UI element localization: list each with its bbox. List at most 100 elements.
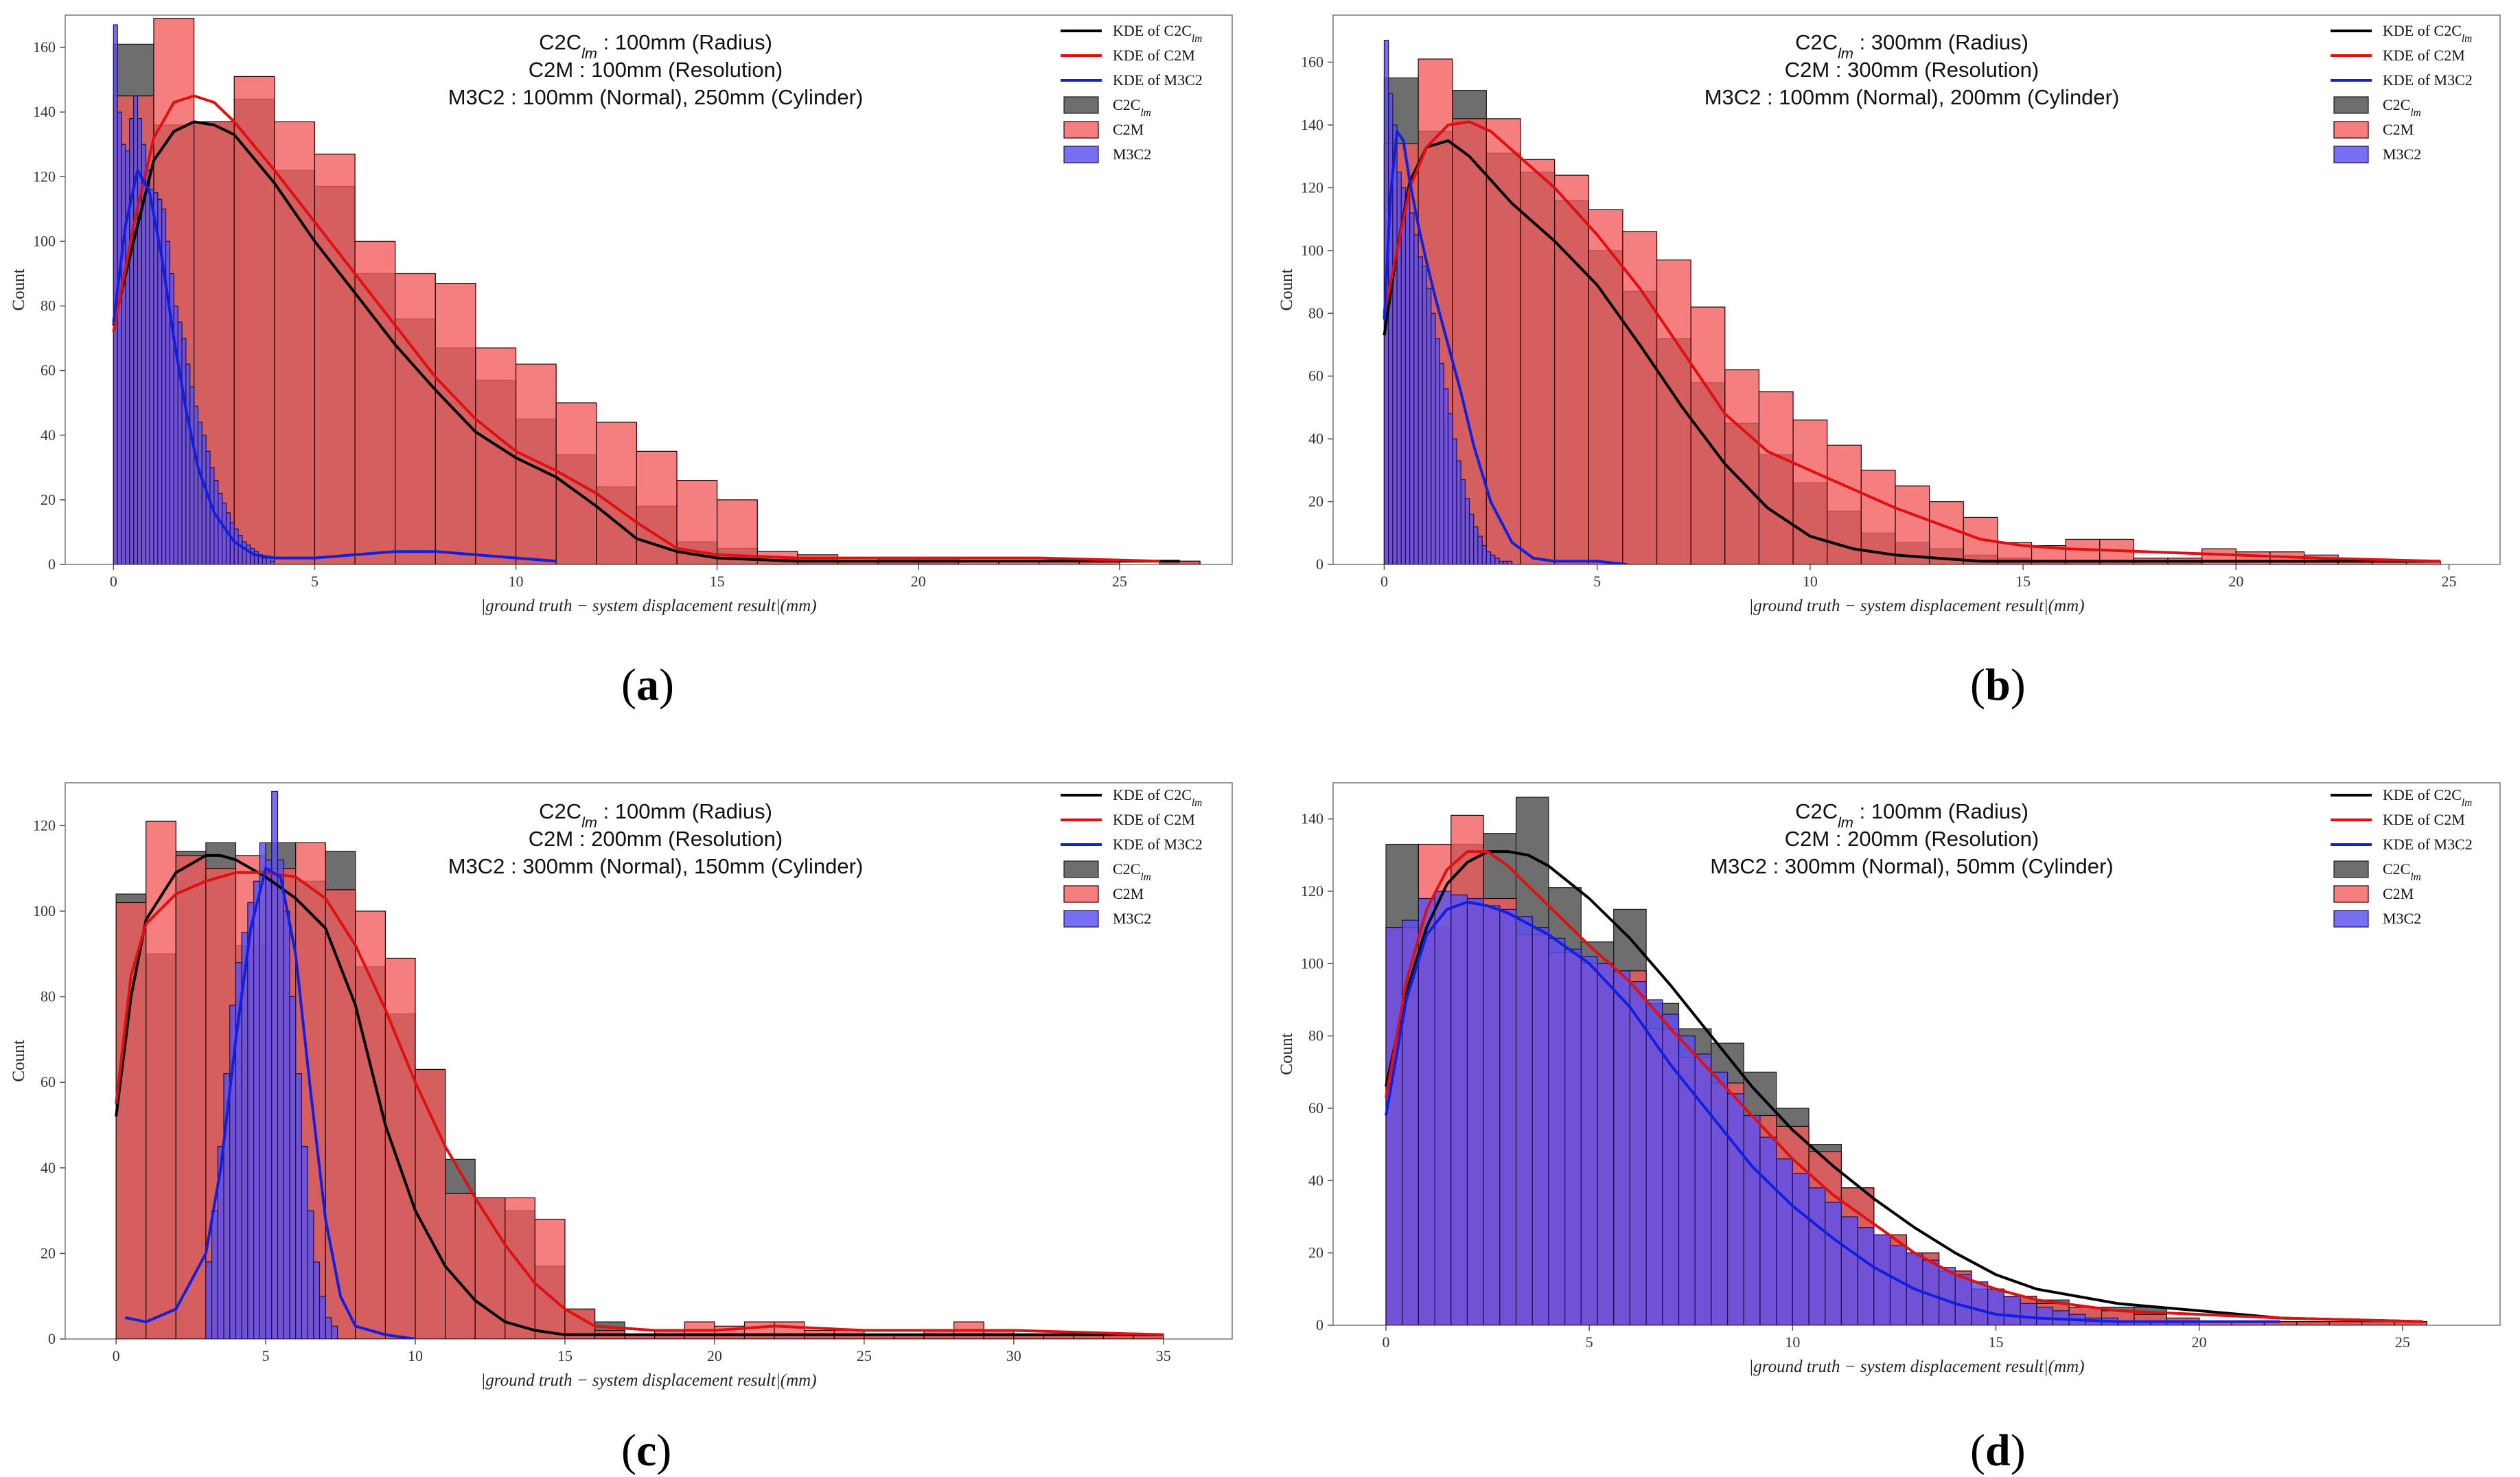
bar xyxy=(1392,124,1398,564)
x-tick-label: 15 xyxy=(710,573,725,590)
legend-entry: M3C2 xyxy=(1113,146,1151,163)
bar xyxy=(1464,498,1470,564)
bar xyxy=(1499,908,1517,1325)
bar xyxy=(1447,413,1453,564)
bar xyxy=(137,117,142,564)
subfigure-label: (d) xyxy=(1970,1426,2026,1476)
bar xyxy=(505,1197,535,1339)
bar xyxy=(233,76,275,564)
settings-annotation: C2Clm : 300mm (Radius) xyxy=(1795,30,2028,62)
chart-panel-c: 0 5 10 15 20 25 30 35 0 20 40 60 80 100 120 |ground tru… xyxy=(10,782,1233,1390)
y-axis-label: Count xyxy=(10,268,28,310)
x-tick-label: 25 xyxy=(1112,573,1127,590)
chart-panel-d: 0 5 10 15 20 25 0 20 40 60 80 100 120 140 |ground trut… xyxy=(1278,782,2501,1376)
bar xyxy=(205,1261,213,1339)
legend-entry: C2Clm xyxy=(1113,860,1151,883)
bar xyxy=(774,1321,805,1339)
bar xyxy=(145,170,150,564)
kde-line xyxy=(112,168,557,563)
legend-entry: KDE of M3C2 xyxy=(2383,71,2473,89)
x-tick-label: 10 xyxy=(1803,573,1818,590)
legend-entry: KDE of C2Clm xyxy=(2383,786,2472,809)
subfigure-label: (a) xyxy=(621,660,674,710)
legend-entry: KDE of C2Clm xyxy=(1113,786,1202,809)
bar xyxy=(354,240,396,564)
bar xyxy=(213,480,219,564)
legend-entry: KDE of M3C2 xyxy=(1113,71,1203,89)
y-tick-label: 0 xyxy=(48,1330,56,1347)
legend-swatch xyxy=(2333,885,2369,903)
bar xyxy=(395,273,436,564)
x-tick-label: 5 xyxy=(1586,1333,1593,1351)
bar xyxy=(211,1210,218,1339)
kde-line xyxy=(1383,130,1628,564)
bar xyxy=(1409,212,1415,564)
legend-swatch xyxy=(1063,885,1099,903)
legend-entry: KDE of C2M xyxy=(1113,47,1195,64)
bar xyxy=(314,153,356,564)
y-tick-label: 60 xyxy=(41,362,56,379)
legend-swatch xyxy=(2333,910,2369,928)
y-tick-label: 60 xyxy=(41,1073,56,1090)
bar xyxy=(1486,118,1521,564)
bar xyxy=(1694,1053,1712,1325)
y-tick-label: 80 xyxy=(41,988,56,1005)
settings-annotation: M3C2 : 300mm (Normal), 150mm (Cylinder) xyxy=(448,854,864,878)
y-tick-label: 20 xyxy=(41,491,56,508)
kde-line xyxy=(1385,900,2281,1323)
kde-line xyxy=(112,94,1160,563)
bar xyxy=(295,1073,302,1339)
x-tick-label: 20 xyxy=(2228,573,2243,590)
bar xyxy=(262,557,267,564)
bar xyxy=(1473,526,1479,564)
y-tick-label: 60 xyxy=(1308,367,1323,385)
legend-entry: KDE of C2Clm xyxy=(1113,22,1202,45)
subfigure-label: (c) xyxy=(621,1426,672,1476)
x-tick-label: 10 xyxy=(1785,1333,1800,1351)
legend-entry: C2Clm xyxy=(2383,860,2421,883)
y-tick-label: 140 xyxy=(1301,810,1323,827)
bar xyxy=(246,545,251,564)
bar xyxy=(1503,560,1508,564)
x-axis-label: |ground truth − system displacement resu… xyxy=(481,1371,816,1390)
legend-entry: KDE of M3C2 xyxy=(2383,836,2473,853)
bar xyxy=(1520,159,1556,564)
settings-annotation: M3C2 : 100mm (Normal), 250mm (Cylinder) xyxy=(448,85,864,109)
bar xyxy=(1938,1267,1956,1325)
bar xyxy=(1439,363,1444,564)
bar xyxy=(1456,460,1461,564)
bar xyxy=(1434,891,1452,1325)
bar xyxy=(277,859,284,1339)
legend-swatch xyxy=(2333,96,2369,114)
bar xyxy=(475,347,517,564)
settings-annotation: C2Clm : 100mm (Radius) xyxy=(1795,799,2028,831)
bar xyxy=(1597,963,1615,1325)
bar xyxy=(1443,388,1449,564)
y-tick-label: 60 xyxy=(1308,1099,1323,1117)
bar xyxy=(325,1317,332,1339)
y-tick-label: 120 xyxy=(33,816,56,834)
bar xyxy=(1860,470,1896,564)
y-tick-label: 40 xyxy=(1308,1171,1323,1189)
y-tick-label: 100 xyxy=(33,902,56,919)
bar xyxy=(250,547,255,564)
settings-annotation: C2M : 300mm (Resolution) xyxy=(1785,58,2039,82)
legend-entry: KDE of M3C2 xyxy=(1113,836,1203,853)
bar xyxy=(1413,234,1419,564)
bar xyxy=(355,911,386,1339)
y-tick-label: 20 xyxy=(1308,493,1323,510)
legend: KDE of C2Clm KDE of C2M KDE of M3C2 C2Clm C2… xyxy=(1061,786,1203,928)
settings-annotation: C2M : 100mm (Resolution) xyxy=(529,58,783,82)
bar xyxy=(1776,1158,1793,1325)
legend-swatch xyxy=(2333,860,2369,878)
y-tick-label: 160 xyxy=(1301,54,1323,71)
kde-line xyxy=(124,867,416,1339)
bar xyxy=(1759,1136,1777,1325)
x-tick-label: 20 xyxy=(2192,1333,2207,1351)
hist-m3c2 xyxy=(1385,891,2200,1325)
chart-panel-b: 0 5 10 15 20 25 0 20 40 60 80 100 120 140 160 |ground t… xyxy=(1278,14,2501,615)
y-tick-label: 80 xyxy=(41,297,56,314)
y-tick-label: 140 xyxy=(1301,116,1323,133)
bar xyxy=(238,535,243,564)
bar xyxy=(1726,1093,1744,1325)
